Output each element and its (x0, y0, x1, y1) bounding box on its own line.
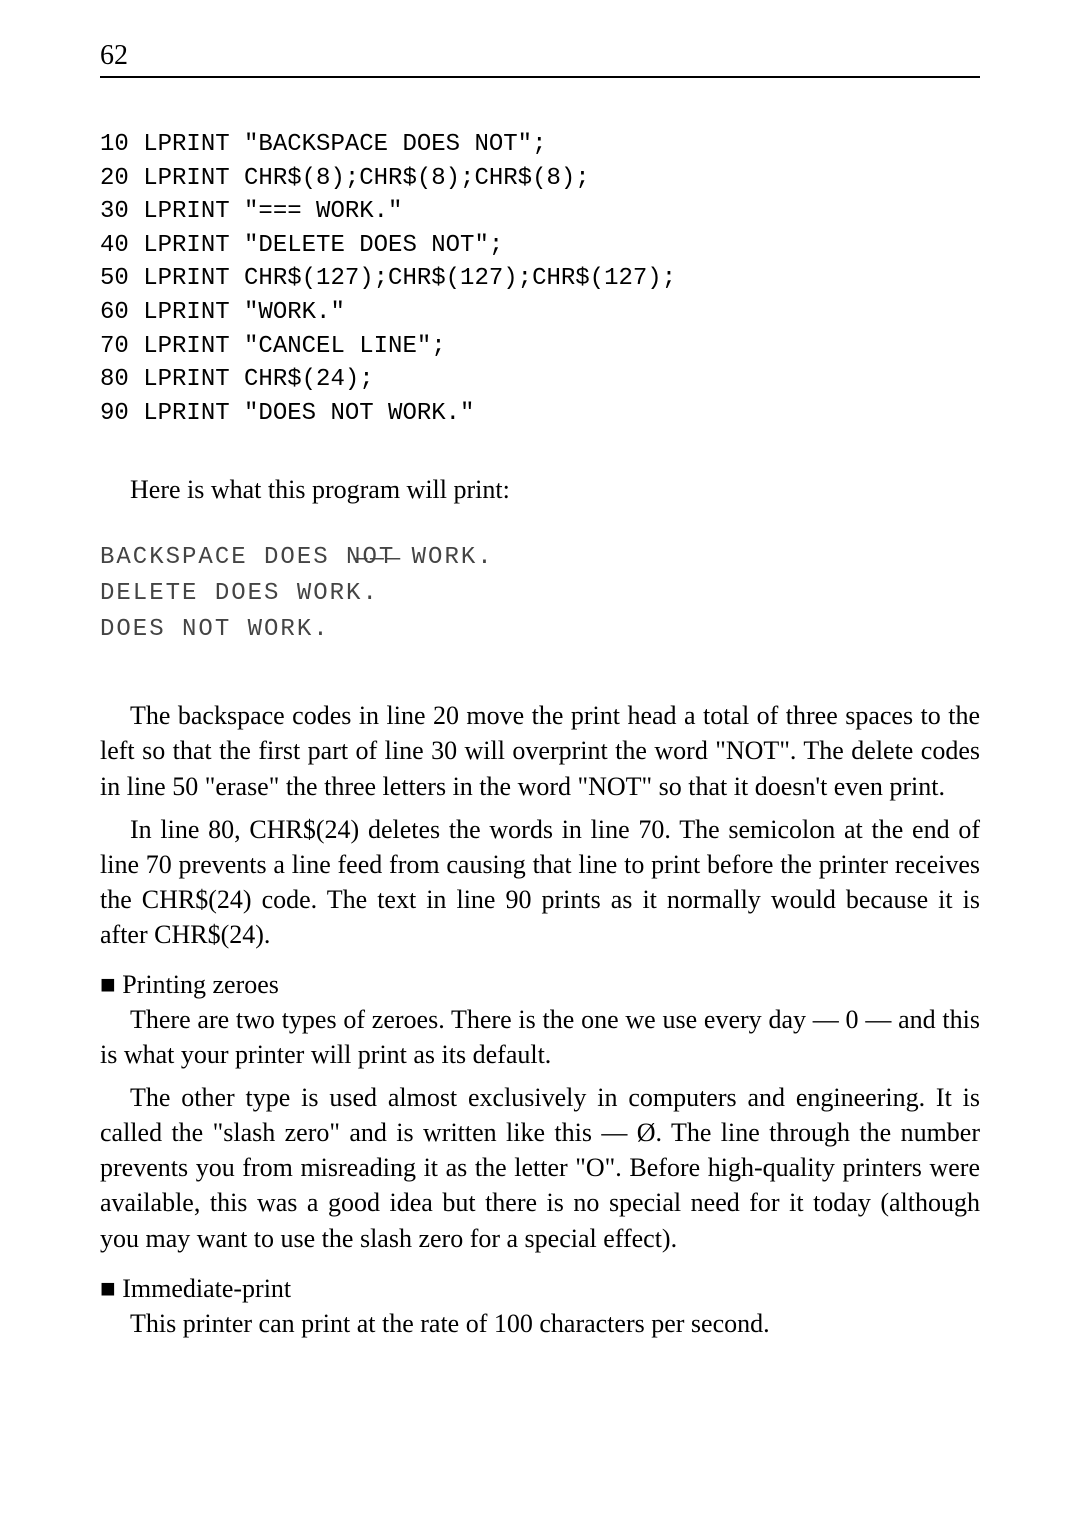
body-paragraph: The other type is used almost exclusivel… (100, 1080, 980, 1255)
page-number: 62 (100, 40, 128, 71)
immediate-print-section: Immediate-print This printer can print a… (100, 1274, 980, 1341)
zeroes-section: Printing zeroes There are two types of z… (100, 970, 980, 1256)
body-paragraph: This printer can print at the rate of 10… (100, 1306, 980, 1341)
section-heading-immediate: Immediate-print (100, 1274, 980, 1304)
intro-text: Here is what this program will print: (100, 475, 980, 505)
body-paragraph: In line 80, CHR$(24) deletes the words i… (100, 812, 980, 952)
program-output: BACKSPACE DOES N̶O̶T̶ WORK. DELETE DOES … (100, 540, 980, 648)
explanation-section: The backspace codes in line 20 move the … (100, 698, 980, 952)
section-heading-zeroes: Printing zeroes (100, 970, 980, 1000)
page-header: 62 (100, 40, 980, 78)
body-paragraph: The backspace codes in line 20 move the … (100, 698, 980, 803)
code-listing: 10 LPRINT "BACKSPACE DOES NOT"; 20 LPRIN… (100, 128, 980, 430)
body-paragraph: There are two types of zeroes. There is … (100, 1002, 980, 1072)
